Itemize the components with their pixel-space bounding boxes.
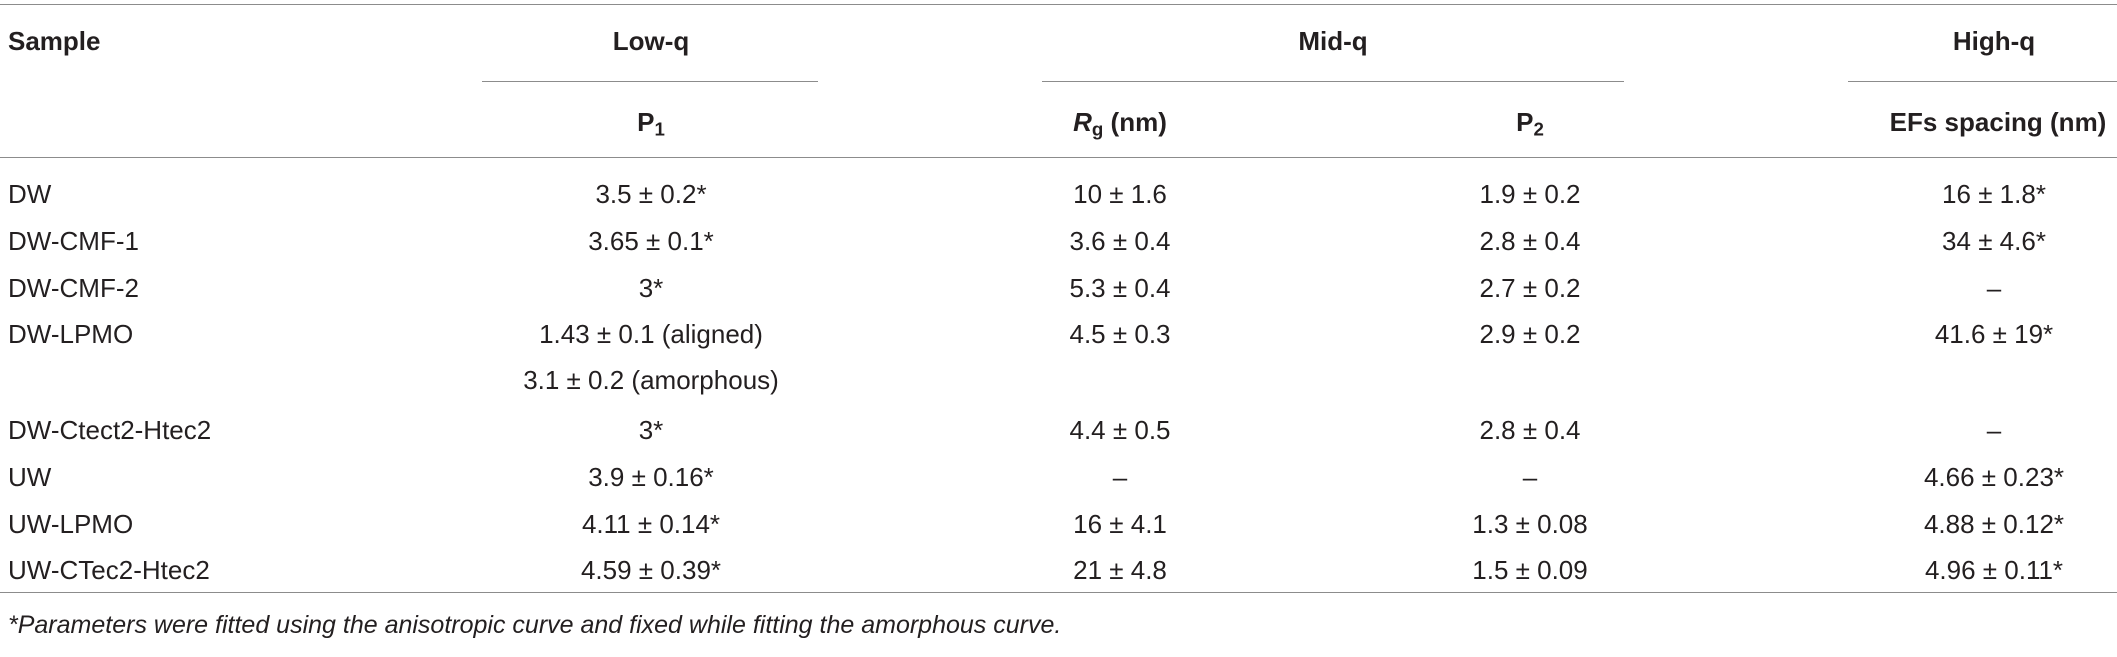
low-q-underline	[482, 81, 818, 82]
cell-sample: UW	[8, 462, 52, 492]
cell-rg: 5.3 ± 0.4	[1069, 273, 1171, 303]
cell-rg: 10 ± 1.6	[1073, 179, 1167, 209]
table-footnote: *Parameters were fitted using the anisot…	[8, 611, 1062, 639]
header-bottom-rule	[0, 157, 2117, 158]
cell-p1: 4.59 ± 0.39*	[580, 555, 722, 585]
cell-sample: UW-CTec2-Htec2	[8, 555, 210, 585]
cell-rg: –	[1112, 462, 1128, 492]
header-p1: P1	[637, 107, 665, 140]
table-bottom-rule	[0, 592, 2117, 593]
cell-p1: 3.65 ± 0.1*	[588, 226, 714, 256]
mid-q-underline	[1042, 81, 1624, 82]
cell-efs: 4.88 ± 0.12*	[1923, 509, 2065, 539]
cell-efs: 4.96 ± 0.11*	[1924, 555, 2064, 585]
cell-p1: 3*	[638, 415, 664, 445]
group-mid-q: Mid-q	[1298, 26, 1368, 56]
cell-p1: 1.43 ± 0.1 (aligned)	[539, 319, 763, 349]
cell-p1: 3.1 ± 0.2 (amorphous)	[523, 365, 779, 395]
cell-rg: 21 ± 4.8	[1073, 555, 1167, 585]
cell-sample: UW-LPMO	[8, 509, 134, 539]
cell-rg: 4.4 ± 0.5	[1069, 415, 1171, 445]
cell-efs: 4.66 ± 0.23*	[1923, 462, 2065, 492]
cell-p2: 1.9 ± 0.2	[1479, 179, 1581, 209]
cell-efs: –	[1986, 415, 2002, 445]
header-rg: Rg (nm)	[1073, 107, 1167, 140]
cell-sample: DW-CMF-1	[8, 226, 139, 256]
cell-efs: 41.6 ± 19*	[1934, 319, 2054, 349]
header-sample: Sample	[8, 26, 101, 56]
cell-p2: 2.7 ± 0.2	[1479, 273, 1581, 303]
group-low-q: Low-q	[612, 26, 690, 56]
cell-sample: DW-LPMO	[8, 319, 134, 349]
cell-p1: 4.11 ± 0.14*	[581, 509, 721, 539]
group-high-q: High-q	[1952, 26, 2036, 56]
high-q-underline	[1848, 81, 2117, 82]
cell-sample: DW-Ctect2-Htec2	[8, 415, 212, 445]
top-rule	[0, 4, 2117, 5]
cell-p2: 1.3 ± 0.08	[1472, 509, 1588, 539]
cell-p2: 2.8 ± 0.4	[1479, 415, 1581, 445]
cell-rg: 4.5 ± 0.3	[1069, 319, 1171, 349]
cell-p1: 3.5 ± 0.2*	[595, 179, 707, 209]
cell-p2: 2.8 ± 0.4	[1479, 226, 1581, 256]
cell-p1: 3*	[638, 273, 664, 303]
cell-efs: –	[1986, 273, 2002, 303]
cell-sample: DW-CMF-2	[8, 273, 139, 303]
cell-p2: 2.9 ± 0.2	[1479, 319, 1581, 349]
cell-p1: 3.9 ± 0.16*	[588, 462, 714, 492]
cell-efs: 34 ± 4.6*	[1942, 226, 2046, 256]
header-efs-spacing: EFs spacing (nm)	[1889, 107, 2107, 137]
cell-p2: –	[1522, 462, 1538, 492]
cell-p2: 1.5 ± 0.09	[1472, 555, 1588, 585]
header-p2: P2	[1516, 107, 1544, 140]
cell-rg: 16 ± 4.1	[1073, 509, 1167, 539]
cell-sample: DW	[8, 179, 52, 209]
cell-efs: 16 ± 1.8*	[1942, 179, 2046, 209]
cell-rg: 3.6 ± 0.4	[1069, 226, 1171, 256]
